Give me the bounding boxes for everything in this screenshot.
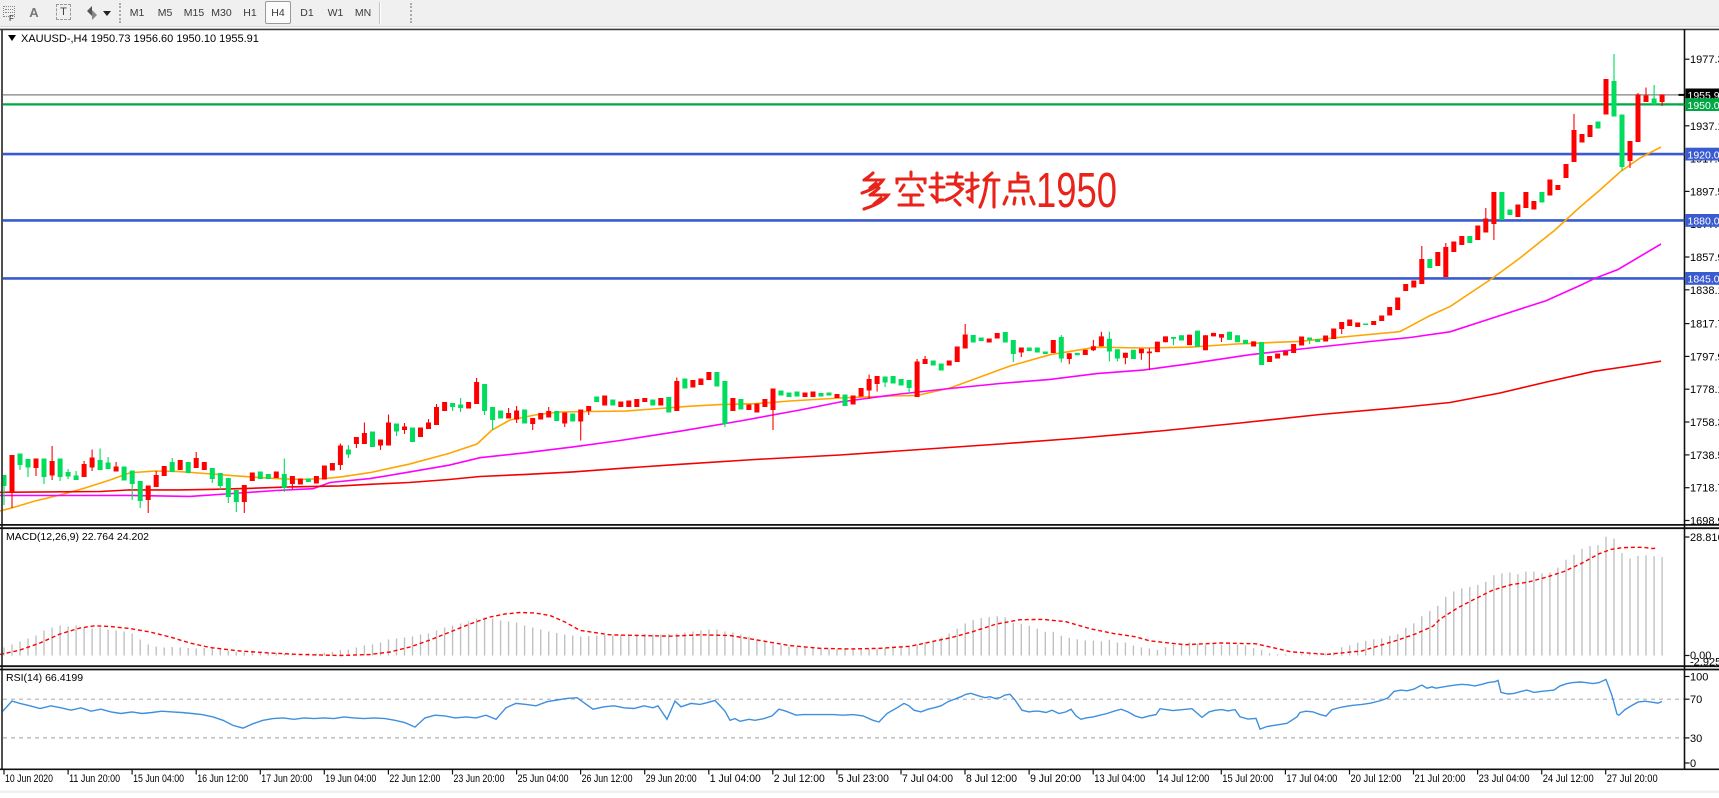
svg-text:100: 100 bbox=[1690, 672, 1708, 684]
svg-text:22 Jun 12:00: 22 Jun 12:00 bbox=[389, 773, 440, 785]
svg-text:1880.0: 1880.0 bbox=[1688, 216, 1719, 228]
svg-text:1897.5: 1897.5 bbox=[1690, 186, 1719, 198]
svg-text:30: 30 bbox=[1690, 733, 1702, 745]
svg-text:11 Jun 20:00: 11 Jun 20:00 bbox=[69, 773, 120, 785]
svg-text:MACD(12,26,9) 22.764 24.202: MACD(12,26,9) 22.764 24.202 bbox=[6, 531, 149, 543]
svg-text:2 Jul 12:00: 2 Jul 12:00 bbox=[774, 773, 825, 785]
svg-text:1977.3: 1977.3 bbox=[1690, 54, 1719, 66]
svg-text:1950: 1950 bbox=[1036, 164, 1117, 218]
svg-text:1937.1: 1937.1 bbox=[1690, 121, 1719, 133]
svg-text:17 Jun 20:00: 17 Jun 20:00 bbox=[261, 773, 312, 785]
svg-text:28.816: 28.816 bbox=[1690, 532, 1719, 544]
svg-text:1845.0: 1845.0 bbox=[1688, 274, 1719, 286]
svg-text:0: 0 bbox=[1690, 758, 1696, 770]
svg-text:1817.7: 1817.7 bbox=[1690, 319, 1719, 331]
svg-text:1 Jul 04:00: 1 Jul 04:00 bbox=[710, 773, 761, 785]
svg-text:25 Jun 04:00: 25 Jun 04:00 bbox=[518, 773, 569, 785]
svg-text:27 Jul 20:00: 27 Jul 20:00 bbox=[1607, 773, 1658, 785]
svg-text:70: 70 bbox=[1690, 694, 1702, 706]
svg-text:15 Jun 04:00: 15 Jun 04:00 bbox=[133, 773, 184, 785]
svg-text:26 Jun 12:00: 26 Jun 12:00 bbox=[582, 773, 633, 785]
svg-text:24 Jul 12:00: 24 Jul 12:00 bbox=[1543, 773, 1594, 785]
svg-text:-2.925: -2.925 bbox=[1690, 657, 1719, 669]
svg-text:1718.7: 1718.7 bbox=[1690, 483, 1719, 495]
svg-text:15 Jul 20:00: 15 Jul 20:00 bbox=[1222, 773, 1273, 785]
svg-text:1797.9: 1797.9 bbox=[1690, 351, 1719, 363]
svg-text:1838.1: 1838.1 bbox=[1690, 285, 1719, 297]
svg-text:1778.1: 1778.1 bbox=[1690, 384, 1719, 396]
svg-text:19 Jun 04:00: 19 Jun 04:00 bbox=[325, 773, 376, 785]
svg-text:16 Jun 12:00: 16 Jun 12:00 bbox=[197, 773, 248, 785]
svg-text:17 Jul 04:00: 17 Jul 04:00 bbox=[1286, 773, 1337, 785]
svg-text:1857.9: 1857.9 bbox=[1690, 252, 1719, 264]
svg-text:1738.5: 1738.5 bbox=[1690, 450, 1719, 462]
svg-text:1920.0: 1920.0 bbox=[1688, 149, 1719, 161]
svg-text:20 Jul 12:00: 20 Jul 12:00 bbox=[1351, 773, 1402, 785]
svg-text:8 Jul 12:00: 8 Jul 12:00 bbox=[966, 773, 1017, 785]
svg-text:14 Jul 12:00: 14 Jul 12:00 bbox=[1158, 773, 1209, 785]
svg-text:5 Jul 23:00: 5 Jul 23:00 bbox=[838, 773, 889, 785]
svg-text:7 Jul 04:00: 7 Jul 04:00 bbox=[902, 773, 953, 785]
svg-text:1950.0: 1950.0 bbox=[1688, 100, 1719, 112]
svg-text:XAUUSD-,H4 1950.73 1956.60 19: XAUUSD-,H4 1950.73 1956.60 1950.10 1955.… bbox=[21, 33, 259, 45]
svg-text:21 Jul 20:00: 21 Jul 20:00 bbox=[1415, 773, 1466, 785]
svg-text:9 Jul 20:00: 9 Jul 20:00 bbox=[1030, 773, 1081, 785]
svg-text:RSI(14) 66.4199: RSI(14) 66.4199 bbox=[6, 672, 83, 684]
svg-text:10 Jun 2020: 10 Jun 2020 bbox=[5, 773, 53, 785]
svg-text:1758.3: 1758.3 bbox=[1690, 417, 1719, 429]
svg-text:29 Jun 20:00: 29 Jun 20:00 bbox=[646, 773, 697, 785]
svg-text:1698.9: 1698.9 bbox=[1690, 516, 1719, 528]
svg-text:23 Jul 04:00: 23 Jul 04:00 bbox=[1479, 773, 1530, 785]
svg-text:13 Jul 04:00: 13 Jul 04:00 bbox=[1094, 773, 1145, 785]
svg-text:23 Jun 20:00: 23 Jun 20:00 bbox=[454, 773, 505, 785]
